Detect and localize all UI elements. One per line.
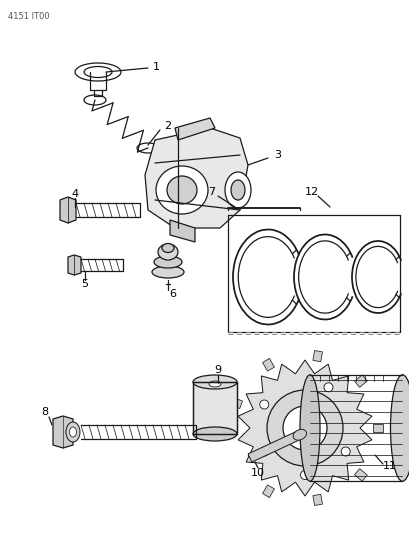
Text: 7: 7 <box>208 187 215 197</box>
Polygon shape <box>354 469 366 481</box>
Ellipse shape <box>266 390 342 466</box>
Ellipse shape <box>259 400 268 409</box>
Text: 6: 6 <box>169 289 176 299</box>
Text: 9: 9 <box>214 365 221 375</box>
Polygon shape <box>170 220 195 242</box>
Ellipse shape <box>282 406 326 450</box>
Ellipse shape <box>389 375 409 481</box>
Ellipse shape <box>209 381 220 387</box>
Ellipse shape <box>157 244 178 260</box>
Ellipse shape <box>323 383 332 392</box>
Polygon shape <box>145 128 247 228</box>
Text: 11: 11 <box>382 461 396 471</box>
Polygon shape <box>372 424 382 432</box>
Bar <box>193 382 236 434</box>
Ellipse shape <box>193 375 236 389</box>
Polygon shape <box>262 485 274 497</box>
Ellipse shape <box>300 471 309 480</box>
Ellipse shape <box>152 266 184 278</box>
Ellipse shape <box>299 375 319 481</box>
Text: 1: 1 <box>152 62 159 72</box>
Text: 3: 3 <box>274 150 281 160</box>
Polygon shape <box>262 359 274 371</box>
Polygon shape <box>230 398 242 408</box>
Ellipse shape <box>70 427 76 437</box>
Polygon shape <box>175 118 214 140</box>
Text: 10: 10 <box>250 468 264 478</box>
Ellipse shape <box>84 67 112 77</box>
Ellipse shape <box>66 422 80 442</box>
Ellipse shape <box>166 176 196 204</box>
Polygon shape <box>60 197 76 223</box>
Text: 5: 5 <box>81 279 88 289</box>
Text: 2: 2 <box>164 121 171 131</box>
Polygon shape <box>238 360 371 496</box>
Ellipse shape <box>230 180 245 200</box>
Ellipse shape <box>259 447 268 456</box>
Ellipse shape <box>155 166 207 214</box>
Text: 4: 4 <box>71 189 79 199</box>
Text: 12: 12 <box>304 187 318 197</box>
Polygon shape <box>247 431 301 462</box>
Ellipse shape <box>154 256 182 268</box>
Polygon shape <box>312 351 322 362</box>
Text: 8: 8 <box>41 407 48 417</box>
Ellipse shape <box>225 172 250 208</box>
Polygon shape <box>68 255 81 275</box>
Polygon shape <box>312 494 322 505</box>
Ellipse shape <box>340 447 349 456</box>
Polygon shape <box>354 375 366 387</box>
Polygon shape <box>53 416 73 448</box>
Text: 4151 IT00: 4151 IT00 <box>8 12 49 21</box>
Ellipse shape <box>162 244 173 253</box>
Ellipse shape <box>193 427 236 441</box>
Ellipse shape <box>292 430 306 440</box>
